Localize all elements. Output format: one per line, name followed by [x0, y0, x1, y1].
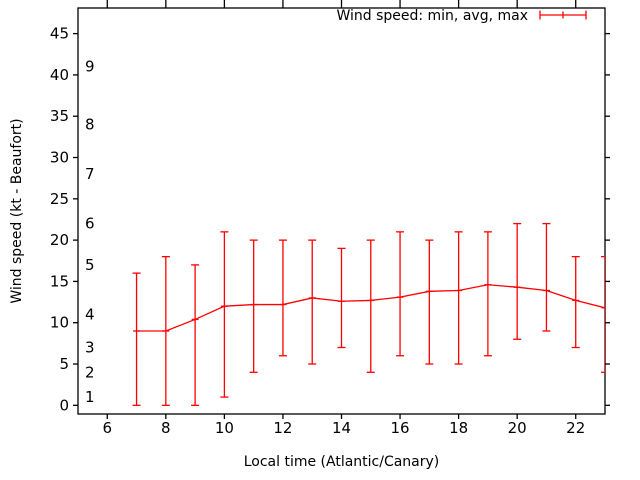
- x-tick-label: 22: [566, 419, 585, 437]
- plot-border: [77, 7, 606, 415]
- beaufort-label: 5: [85, 256, 95, 274]
- beaufort-label: 3: [85, 339, 95, 357]
- x-tick-label: 6: [103, 419, 113, 437]
- beaufort-label: 9: [85, 58, 95, 76]
- y-tick-label: 35: [50, 107, 69, 125]
- x-tick-label: 12: [273, 419, 292, 437]
- x-tick-label: 14: [332, 419, 351, 437]
- y-tick-label: 25: [50, 190, 69, 208]
- y-tick-label: 15: [50, 272, 69, 290]
- x-tick-label: 16: [391, 419, 410, 437]
- y-tick-label: 20: [50, 231, 69, 249]
- x-axis-label: Local time (Atlantic/Canary): [243, 454, 440, 470]
- y-axis-label: Wind speed (kt - Beaufort): [9, 118, 25, 304]
- wind-series: [132, 222, 605, 406]
- y-tick-label: 0: [59, 396, 69, 414]
- y-tick-label: 30: [50, 149, 69, 167]
- beaufort-label: 2: [85, 363, 95, 381]
- beaufort-label: 8: [85, 115, 95, 133]
- x-tick-label: 20: [508, 419, 527, 437]
- legend-label: Wind speed: min, avg, max: [336, 8, 528, 24]
- beaufort-label: 4: [85, 305, 95, 323]
- beaufort-label: 7: [85, 165, 95, 183]
- y-tick-label: 40: [50, 66, 69, 84]
- y-tick-label: 45: [50, 25, 69, 43]
- avg-line: [136, 284, 605, 332]
- x-tick-label: 8: [161, 419, 171, 437]
- y-tick-label: 10: [50, 314, 69, 332]
- beaufort-label: 6: [85, 215, 95, 233]
- x-tick-label: 18: [449, 419, 468, 437]
- legend-sample-icon: [539, 10, 587, 20]
- beaufort-label: 1: [85, 388, 95, 406]
- x-tick-label: 10: [215, 419, 234, 437]
- y-tick-label: 5: [59, 355, 69, 373]
